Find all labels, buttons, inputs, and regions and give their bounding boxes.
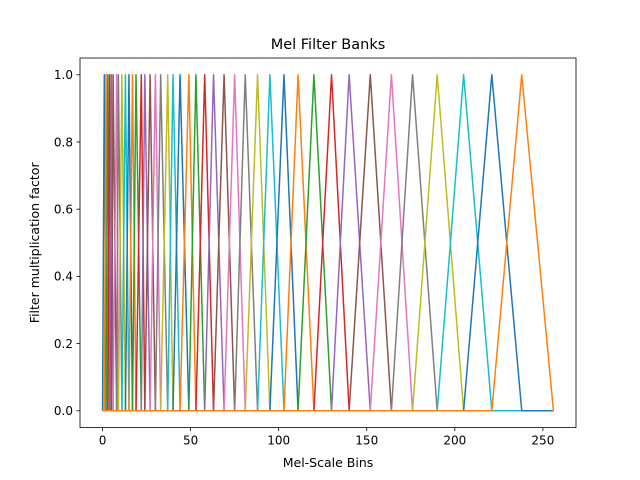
y-tick-label: 0.6 xyxy=(54,203,73,217)
filter-series-line xyxy=(102,74,555,412)
y-tick-label: 1.0 xyxy=(54,68,73,82)
x-tick-label: 250 xyxy=(531,434,554,448)
axes-frame xyxy=(79,57,577,429)
axis-ticks: 0 50 100 150 200 250 0.0 0.2 0.4 0.6 0.8 1.0 xyxy=(54,68,554,448)
chart-title: Mel Filter Banks xyxy=(271,37,386,53)
x-axis-label: Mel-Scale Bins xyxy=(283,455,374,470)
x-tick-label: 0 xyxy=(99,434,107,448)
x-tick-label: 200 xyxy=(443,434,466,448)
x-tick-label: 150 xyxy=(355,434,378,448)
y-tick-label: 0.0 xyxy=(54,404,73,418)
y-tick-label: 0.4 xyxy=(54,270,73,284)
x-tick-label: 100 xyxy=(267,434,290,448)
y-tick-label: 0.2 xyxy=(54,337,73,351)
plot-area xyxy=(101,74,555,412)
x-tick-label: 50 xyxy=(183,434,198,448)
y-tick-label: 0.8 xyxy=(54,135,73,149)
y-axis-label: Filter multiplication factor xyxy=(27,162,42,324)
